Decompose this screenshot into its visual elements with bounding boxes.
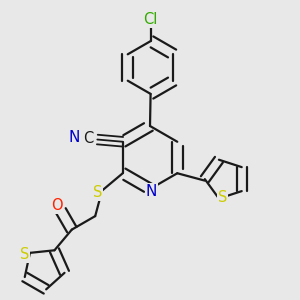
Text: N: N [146, 184, 157, 200]
Text: C: C [83, 130, 93, 146]
Text: O: O [52, 198, 63, 213]
Text: S: S [20, 247, 29, 262]
Text: N: N [68, 130, 80, 145]
Text: S: S [93, 184, 102, 200]
Text: Cl: Cl [143, 12, 158, 27]
Text: S: S [218, 190, 227, 205]
